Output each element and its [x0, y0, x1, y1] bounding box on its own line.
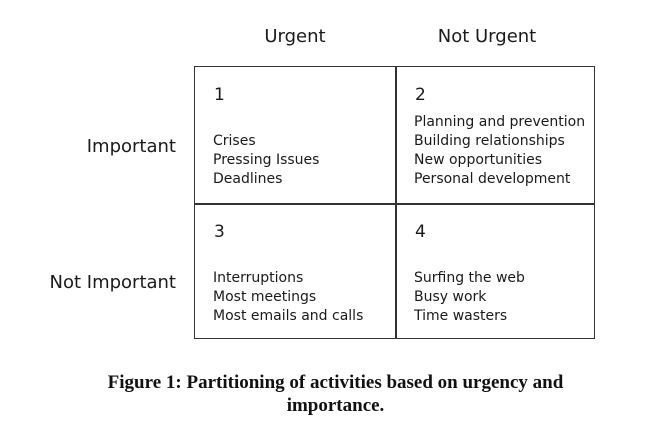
- quadrant-number: 1: [214, 85, 225, 105]
- caption-line: importance.: [286, 395, 385, 416]
- column-header-urgent: Urgent: [264, 26, 326, 47]
- caption-line: Figure 1: Partitioning of activities bas…: [107, 372, 564, 393]
- quadrant-item: Building relationships: [414, 133, 565, 149]
- urgency-importance-matrix: 1 Crises Pressing Issues Deadlines 2 Pla…: [194, 66, 595, 339]
- horizontal-divider: [195, 203, 594, 205]
- quadrant-items: Planning and prevention Building relatio…: [414, 113, 585, 189]
- quadrant-4: 4 Surfing the web Busy work Time wasters: [396, 204, 594, 338]
- quadrant-number: 3: [214, 222, 225, 242]
- quadrant-number: 4: [415, 222, 426, 242]
- column-header-not-urgent: Not Urgent: [437, 26, 537, 47]
- row-header-important: Important: [86, 136, 176, 157]
- quadrant-item: Personal development: [414, 171, 571, 187]
- quadrant-item: Most meetings: [213, 289, 317, 305]
- quadrant-item: Interruptions: [213, 270, 304, 286]
- quadrant-item: Time wasters: [414, 308, 508, 324]
- quadrant-items: Crises Pressing Issues Deadlines: [213, 132, 319, 189]
- quadrant-item: Surfing the web: [414, 270, 525, 286]
- quadrant-item: Most emails and calls: [213, 308, 364, 324]
- quadrant-1: 1 Crises Pressing Issues Deadlines: [195, 67, 393, 201]
- quadrant-item: Deadlines: [213, 171, 283, 187]
- quadrant-item: Planning and prevention: [414, 114, 586, 130]
- quadrant-item: Busy work: [414, 289, 487, 305]
- figure-caption: Figure 1: Partitioning of activities bas…: [0, 371, 671, 417]
- quadrant-2: 2 Planning and prevention Building relat…: [396, 67, 594, 201]
- vertical-divider: [395, 67, 397, 338]
- row-header-not-important: Not Important: [49, 272, 177, 293]
- quadrant-item: Crises: [213, 133, 256, 149]
- quadrant-number: 2: [415, 85, 426, 105]
- quadrant-item: New opportunities: [414, 152, 543, 168]
- quadrant-3: 3 Interruptions Most meetings Most email…: [195, 204, 393, 338]
- quadrant-items: Interruptions Most meetings Most emails …: [213, 269, 363, 326]
- quadrant-item: Pressing Issues: [213, 152, 320, 168]
- quadrant-items: Surfing the web Busy work Time wasters: [414, 269, 525, 326]
